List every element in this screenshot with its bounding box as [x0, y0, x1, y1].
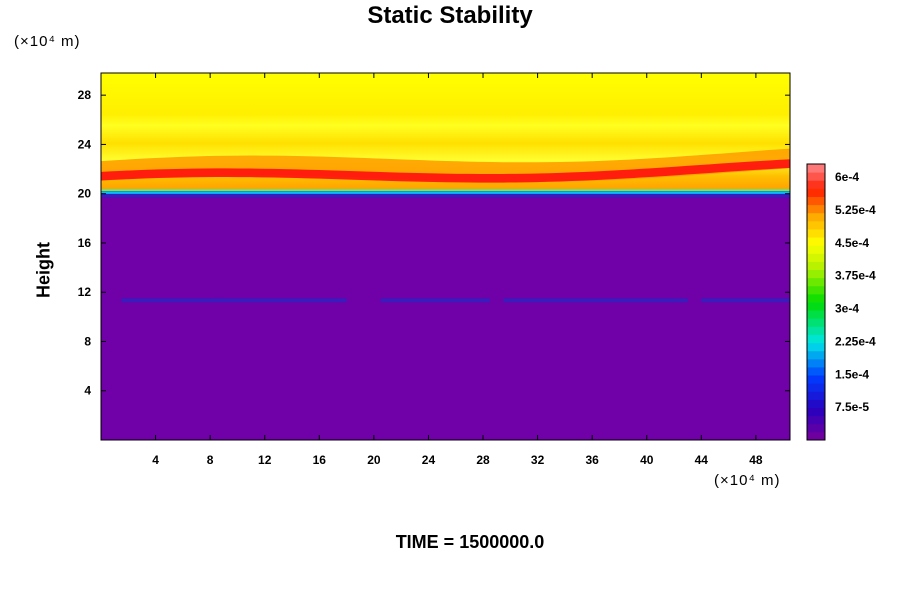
y-tick-label-4: 4 — [84, 384, 91, 398]
colorbar-segment-2 — [807, 415, 825, 425]
x-axis-unit-text: (×10⁴ m) — [714, 472, 781, 489]
colorbar-segment-11 — [807, 342, 825, 352]
blue-streak-4 — [701, 298, 790, 303]
blue-streak-3 — [503, 298, 688, 303]
x-tick-label-8: 8 — [207, 453, 214, 467]
colorbar-segment-1 — [807, 423, 825, 433]
colorbar-segment-6 — [807, 383, 825, 392]
red-ridge — [101, 159, 790, 183]
colorbar-segment-17 — [807, 293, 825, 303]
colorbar-segment-18 — [807, 285, 825, 295]
blue-streak-2 — [380, 298, 490, 303]
cyan-transition — [101, 191, 790, 194]
colorbar-segment-32 — [807, 172, 825, 181]
y-tick-label-12: 12 — [78, 285, 92, 299]
heatmap-field — [101, 73, 790, 440]
colorbar-segment-30 — [807, 188, 825, 197]
x-tick-label-32: 32 — [531, 453, 545, 467]
x-tick-label-44: 44 — [695, 453, 709, 467]
colorbar-segment-25 — [807, 228, 825, 238]
colorbar-segment-8 — [807, 366, 825, 376]
x-tick-label-4: 4 — [152, 453, 159, 467]
colorbar-segment-24 — [807, 237, 825, 246]
x-tick-label-16: 16 — [313, 453, 327, 467]
colorbar-frame — [806, 163, 826, 441]
y-tick-label-16: 16 — [78, 236, 92, 250]
colorbar-tick-label-5: 4.5e-4 — [835, 236, 869, 250]
colorbar-tick-label-1: 1.5e-4 — [835, 367, 869, 381]
colorbar-segment-3 — [807, 407, 825, 417]
colorbar-segment-21 — [807, 261, 825, 271]
colorbar: 7.5e-5 1.5e-4 2.25e-4 3e-4 3.75e-4 4.5e-4 5.25… — [806, 163, 876, 441]
colorbar-segment-23 — [807, 245, 825, 254]
colorbar-segment-5 — [807, 391, 825, 400]
colorbar-segment-0 — [807, 431, 825, 441]
colorbar-segment-28 — [807, 204, 825, 214]
colorbar-segment-19 — [807, 277, 825, 287]
x-tick-label-24: 24 — [422, 453, 436, 467]
blue-streak-0 — [121, 298, 211, 303]
colorbar-segment-10 — [807, 350, 825, 360]
y-tick-label-20: 20 — [78, 187, 92, 201]
colorbar-tick-label-6: 5.25e-4 — [835, 203, 876, 217]
colorbar-segment-15 — [807, 310, 825, 319]
time-footer: TIME = 1500000.0 — [395, 532, 545, 552]
colorbar-tick-label-4: 3.75e-4 — [835, 269, 876, 283]
x-tick-label-48: 48 — [749, 453, 763, 467]
colorbar-segment-9 — [807, 358, 825, 368]
colorbar-segment-29 — [807, 196, 825, 206]
x-tick-label-12: 12 — [258, 453, 272, 467]
y-tick-label-8: 8 — [84, 334, 91, 348]
colorbar-segment-31 — [807, 180, 825, 189]
y-tick-label-24: 24 — [78, 137, 92, 151]
colorbar-segment-12 — [807, 334, 825, 344]
colorbar-tick-label-7: 6e-4 — [835, 170, 859, 184]
y-tick-label-28: 28 — [78, 88, 92, 102]
colorbar-segment-22 — [807, 253, 825, 262]
colorbar-segment-7 — [807, 375, 825, 384]
blue-transition — [101, 194, 790, 198]
colorbar-segment-33 — [807, 164, 825, 173]
y-axis-unit: (×10⁴ m) — [14, 33, 81, 50]
colorbar-tick-label-3: 3e-4 — [835, 302, 859, 316]
colorbar-segment-26 — [807, 220, 825, 230]
chart-title: Static Stability — [367, 2, 533, 29]
y-axis-unit-text: (×10⁴ m) — [14, 33, 81, 50]
x-tick-label-20: 20 — [367, 453, 381, 467]
colorbar-tick-label-2: 2.25e-4 — [835, 334, 876, 348]
x-tick-label-36: 36 — [585, 453, 599, 467]
x-tick-label-28: 28 — [476, 453, 490, 467]
colorbar-segment-16 — [807, 302, 825, 311]
colorbar-tick-label-0: 7.5e-5 — [835, 400, 869, 414]
x-axis-unit: (×10⁴ m) — [714, 472, 781, 489]
colorbar-segment-27 — [807, 212, 825, 222]
colorbar-segment-20 — [807, 269, 825, 279]
green-transition — [101, 189, 790, 192]
blue-streak-1 — [210, 298, 347, 303]
plot-frame — [100, 72, 791, 441]
x-tick-label-40: 40 — [640, 453, 654, 467]
colorbar-segment-14 — [807, 318, 825, 327]
colorbar-segment-13 — [807, 326, 825, 335]
colorbar-segment-4 — [807, 399, 825, 409]
